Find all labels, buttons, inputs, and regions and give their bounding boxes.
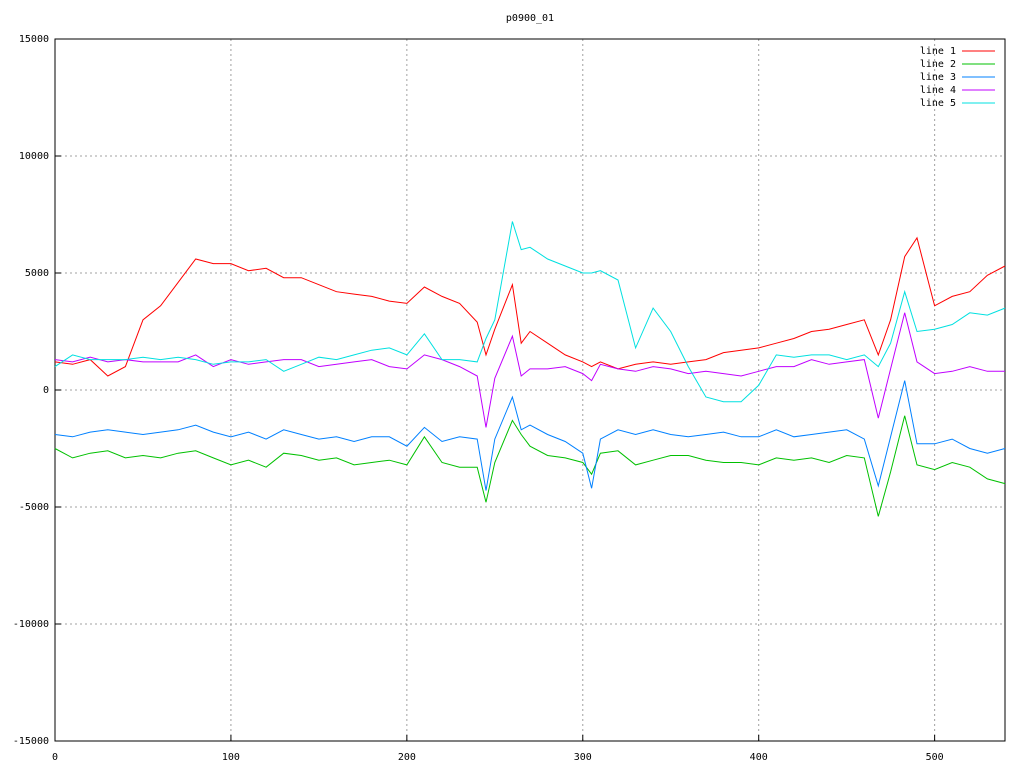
- series-line: [54, 415, 1006, 517]
- y-tick-label: -10000: [13, 619, 49, 630]
- legend-label: line 5: [920, 98, 956, 109]
- y-tick-label: 15000: [19, 34, 49, 45]
- series-line: [54, 221, 1006, 403]
- series-line: [54, 380, 1006, 491]
- x-tick-label: 500: [926, 752, 944, 763]
- series-line: [54, 236, 1006, 377]
- x-tick-label: 100: [222, 752, 240, 763]
- legend-label: line 2: [920, 59, 956, 70]
- y-tick-label: 5000: [25, 268, 49, 279]
- x-tick-label: 300: [574, 752, 592, 763]
- series-line: [54, 312, 1005, 428]
- y-tick-label: -15000: [13, 736, 49, 747]
- legend-label: line 4: [920, 85, 956, 96]
- plot-frame: [54, 38, 1006, 742]
- legend-label: line 1: [920, 46, 956, 57]
- y-tick-label: 10000: [19, 151, 49, 162]
- chart-title: p0900_01: [506, 13, 554, 24]
- y-tick-label: -5000: [19, 502, 49, 513]
- x-tick-label: 0: [52, 752, 58, 763]
- y-tick-label: 0: [43, 385, 49, 396]
- legend-label: line 3: [920, 72, 956, 83]
- x-tick-label: 200: [398, 752, 416, 763]
- x-tick-label: 400: [750, 752, 768, 763]
